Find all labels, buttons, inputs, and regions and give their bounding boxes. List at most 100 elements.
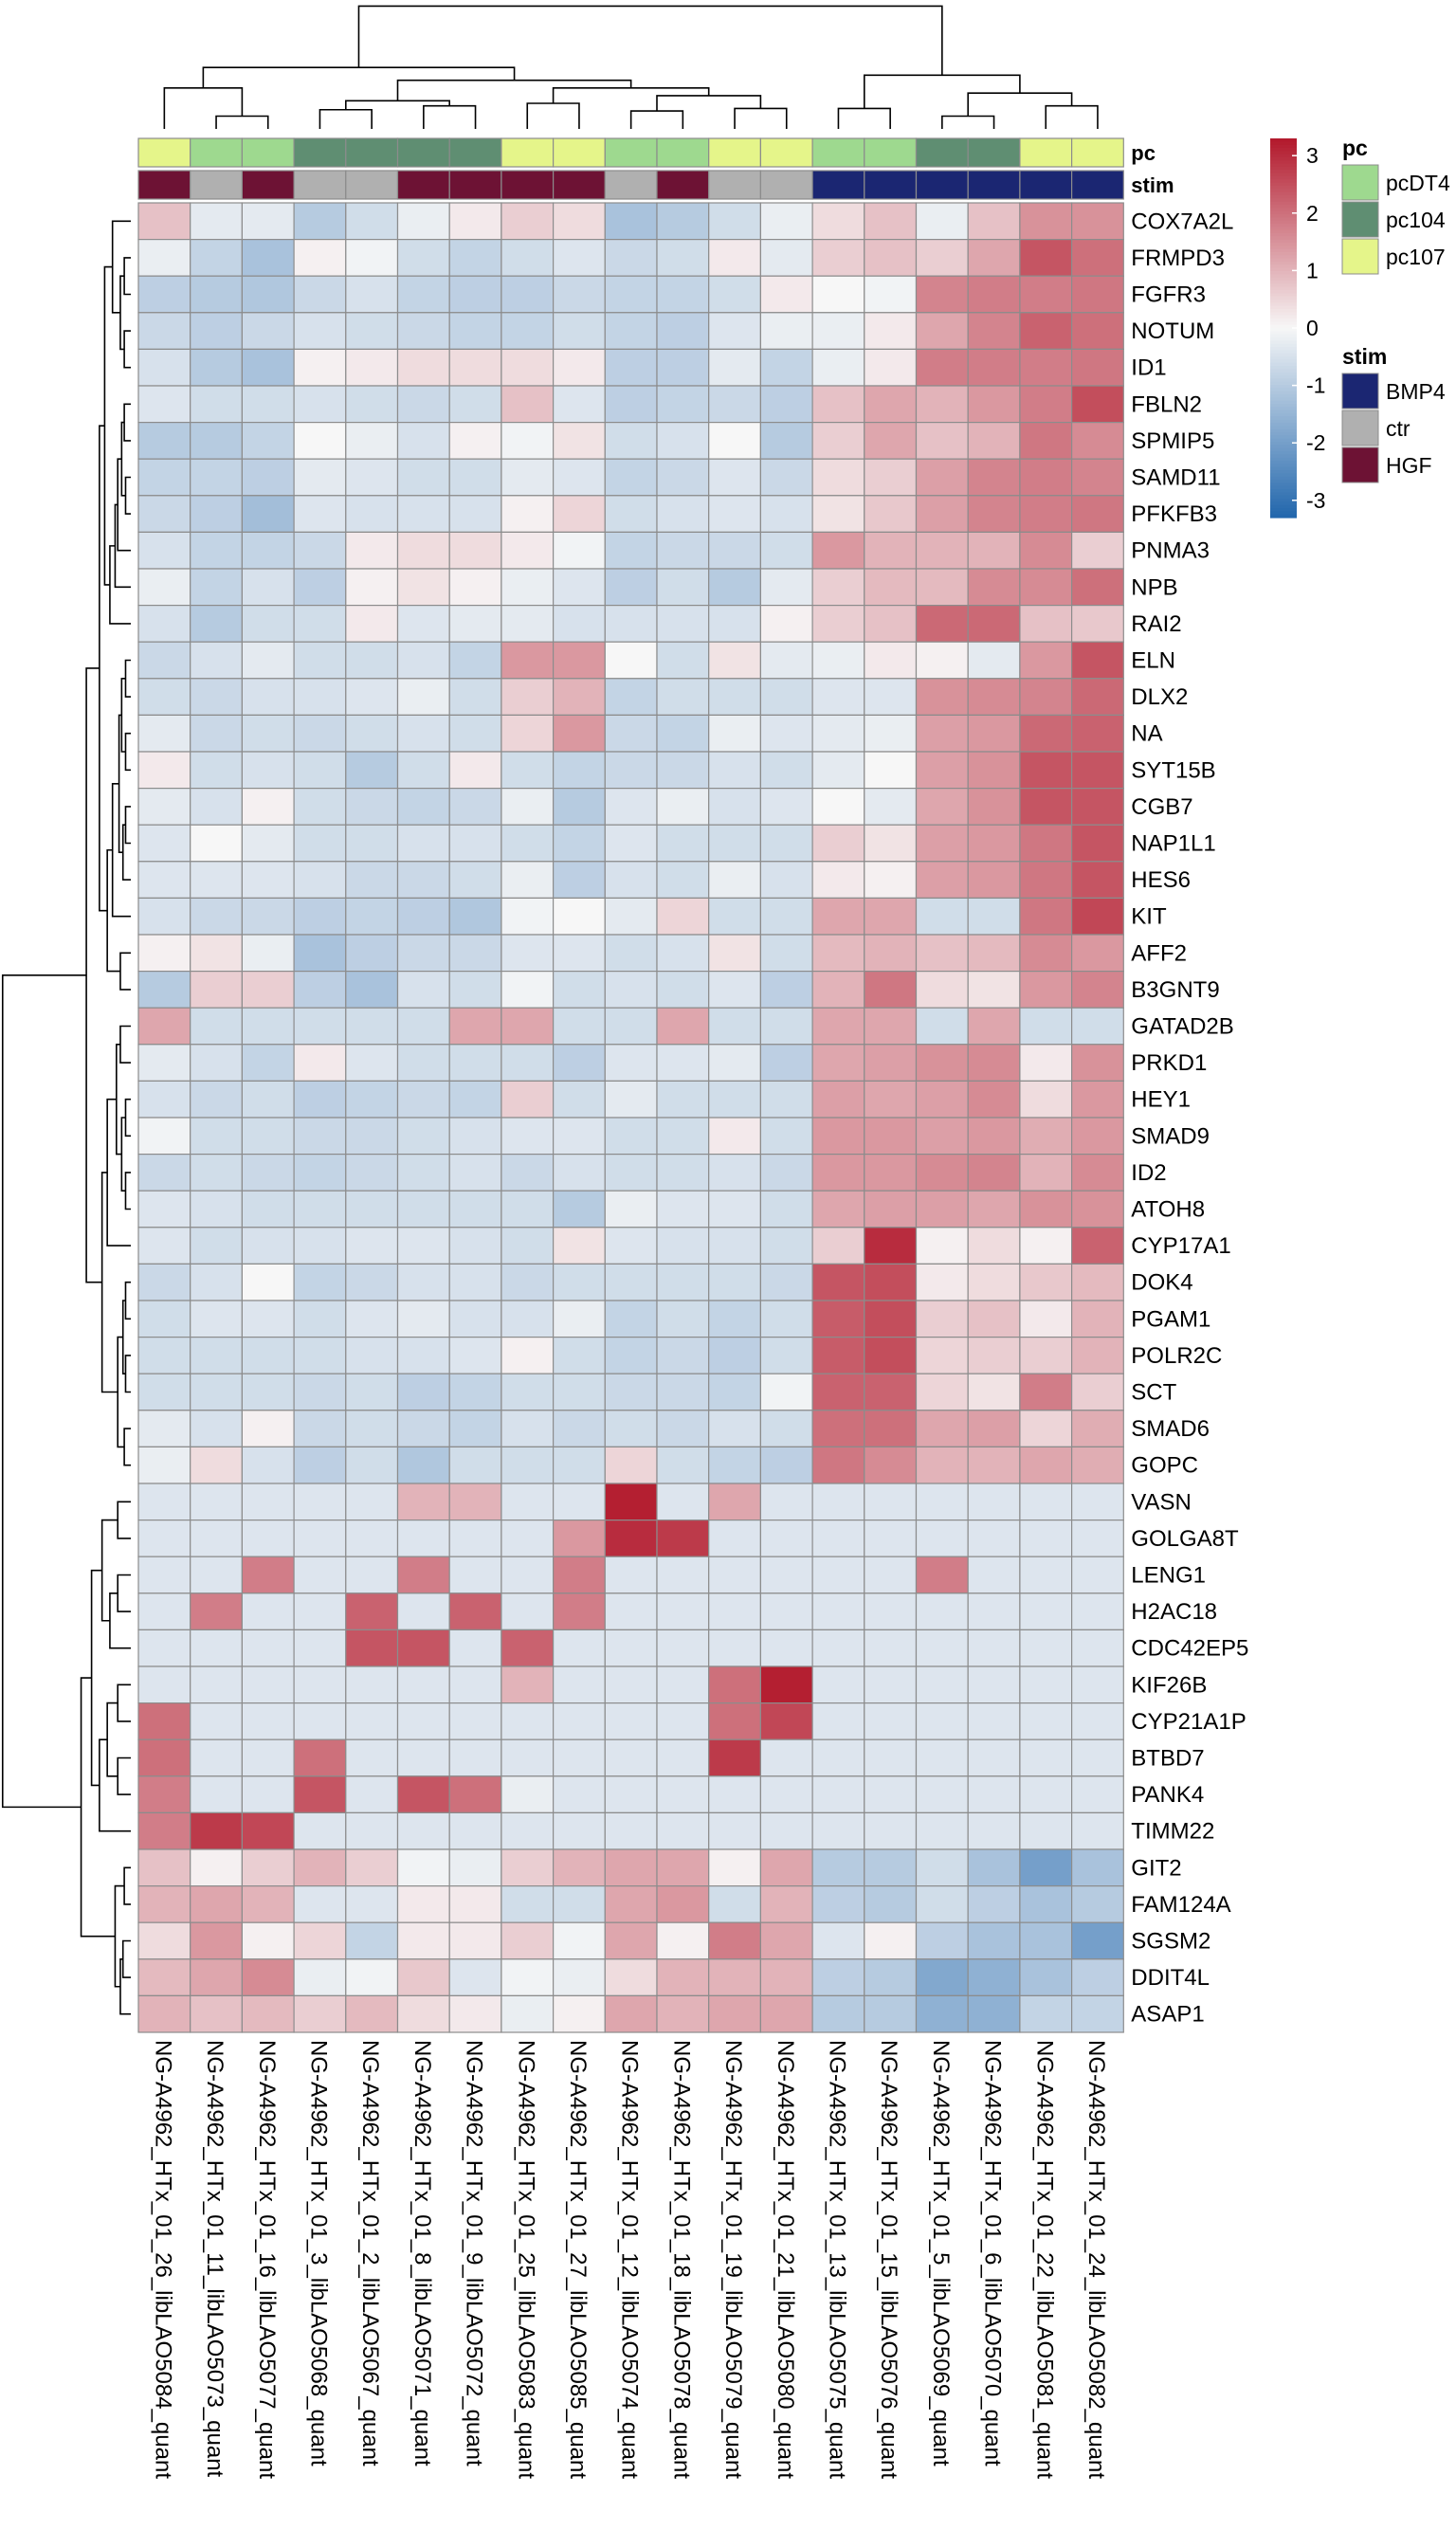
heatmap-cell bbox=[1070, 970, 1124, 1009]
heatmap-cell bbox=[293, 824, 347, 863]
heatmap-cell bbox=[811, 824, 865, 863]
heatmap-cell bbox=[864, 1483, 918, 1521]
heatmap-cell bbox=[656, 897, 710, 936]
heatmap-cell bbox=[1019, 385, 1073, 424]
heatmap-cell bbox=[396, 1080, 450, 1119]
heatmap-cell bbox=[190, 714, 243, 753]
color-scale-segment bbox=[1270, 151, 1297, 155]
heatmap-cell bbox=[759, 1190, 813, 1228]
heatmap-cell bbox=[1019, 1483, 1073, 1521]
heatmap-cell bbox=[1019, 1080, 1073, 1119]
heatmap-cell bbox=[137, 312, 191, 350]
heatmap-cell bbox=[500, 1958, 555, 1997]
heatmap-cell bbox=[552, 1044, 606, 1083]
heatmap-cell bbox=[811, 861, 865, 899]
heatmap-cell bbox=[552, 495, 606, 533]
heatmap-cell bbox=[708, 1263, 762, 1301]
heatmap-cell bbox=[604, 1373, 658, 1411]
heatmap-cell bbox=[864, 1336, 918, 1374]
heatmap-cell bbox=[293, 714, 347, 753]
pc-annotation-cell bbox=[967, 137, 1021, 168]
heatmap-cell bbox=[759, 312, 813, 350]
row-label: FBLN2 bbox=[1131, 391, 1202, 417]
color-scale-segment bbox=[1270, 262, 1297, 265]
heatmap-cell bbox=[190, 1117, 243, 1156]
heatmap-cell bbox=[967, 1811, 1021, 1850]
stim-annotation-cell bbox=[656, 170, 710, 200]
heatmap-cell bbox=[811, 970, 865, 1009]
row-label: B3GNT9 bbox=[1131, 977, 1219, 1003]
heatmap-cell bbox=[915, 604, 969, 643]
heatmap-cell bbox=[345, 604, 399, 643]
row-label: ELN bbox=[1131, 648, 1175, 674]
heatmap-cell bbox=[190, 678, 243, 716]
color-scale-segment bbox=[1270, 438, 1297, 443]
heatmap-cell bbox=[656, 312, 710, 350]
heatmap-cell bbox=[1019, 1373, 1073, 1411]
heatmap-cell bbox=[500, 202, 555, 241]
heatmap-cell bbox=[552, 641, 606, 680]
heatmap-cell bbox=[345, 1921, 399, 1960]
heatmap-cell bbox=[759, 714, 813, 753]
heatmap-cell bbox=[500, 970, 555, 1009]
color-scale-segment bbox=[1270, 489, 1297, 493]
color-scale-tick-label: -1 bbox=[1306, 373, 1325, 398]
heatmap-cell bbox=[396, 422, 450, 460]
heatmap-cell bbox=[915, 897, 969, 936]
heatmap-cell bbox=[915, 1300, 969, 1338]
heatmap-cell bbox=[190, 202, 243, 241]
heatmap-cell bbox=[396, 1884, 450, 1923]
heatmap-cell bbox=[137, 1483, 191, 1521]
row-label: PGAM1 bbox=[1131, 1306, 1210, 1332]
heatmap-cell bbox=[656, 1884, 710, 1923]
heatmap-cell bbox=[967, 934, 1021, 973]
heatmap-cell bbox=[1019, 1007, 1073, 1046]
row-dendrogram-branch bbox=[109, 1592, 131, 1649]
heatmap-cell bbox=[708, 1300, 762, 1338]
heatmap-cell bbox=[1070, 1263, 1124, 1301]
heatmap-cell bbox=[759, 422, 813, 460]
row-label: CYP21A1P bbox=[1131, 1709, 1246, 1735]
heatmap-cell bbox=[552, 678, 606, 716]
heatmap-cell bbox=[345, 1848, 399, 1887]
row-label: ID2 bbox=[1131, 1160, 1166, 1186]
heatmap-cell bbox=[708, 1519, 762, 1557]
col-dendrogram-branch bbox=[967, 92, 1073, 117]
heatmap-cell bbox=[604, 1702, 658, 1740]
row-dendrogram-branch bbox=[1, 974, 87, 1809]
column-label: NG-A4962_HTx_01_15_libLAO5076_quant bbox=[876, 2040, 901, 2479]
heatmap-cell bbox=[1019, 1410, 1073, 1448]
heatmap-cell bbox=[915, 1958, 969, 1997]
heatmap-cell bbox=[864, 1446, 918, 1484]
heatmap-cell bbox=[708, 970, 762, 1009]
heatmap-cell bbox=[967, 1848, 1021, 1887]
heatmap-cell bbox=[241, 1007, 295, 1046]
row-label: SMAD9 bbox=[1131, 1123, 1210, 1149]
annotation-names: pc stim bbox=[1131, 141, 1174, 197]
heatmap-cell bbox=[708, 275, 762, 314]
heatmap-cell bbox=[656, 861, 710, 899]
heatmap-cell bbox=[708, 1738, 762, 1777]
heatmap-cell bbox=[190, 897, 243, 936]
heatmap-cell bbox=[293, 1665, 347, 1704]
heatmap-cell bbox=[864, 1629, 918, 1667]
heatmap-cell bbox=[293, 275, 347, 314]
heatmap-cell bbox=[811, 1373, 865, 1411]
heatmap-cell bbox=[241, 1848, 295, 1887]
heatmap-cell bbox=[396, 1446, 450, 1484]
heatmap-cell bbox=[552, 385, 606, 424]
heatmap-cell bbox=[552, 1373, 606, 1411]
color-scale-segment bbox=[1270, 328, 1297, 332]
heatmap-cell bbox=[1070, 1738, 1124, 1777]
color-scale-segment bbox=[1270, 154, 1297, 158]
row-dendrogram-branch bbox=[124, 659, 131, 698]
row-dendrogram-branch bbox=[121, 824, 131, 881]
row-dendrogram-branch bbox=[99, 425, 108, 912]
heatmap-cell bbox=[396, 1738, 450, 1777]
pc-annotation-cell bbox=[708, 137, 762, 168]
heatmap-cell bbox=[864, 1811, 918, 1850]
heatmap-cell bbox=[345, 714, 399, 753]
heatmap-cell bbox=[500, 1738, 555, 1777]
heatmap-cell bbox=[604, 1044, 658, 1083]
heatmap-cell bbox=[137, 202, 191, 241]
